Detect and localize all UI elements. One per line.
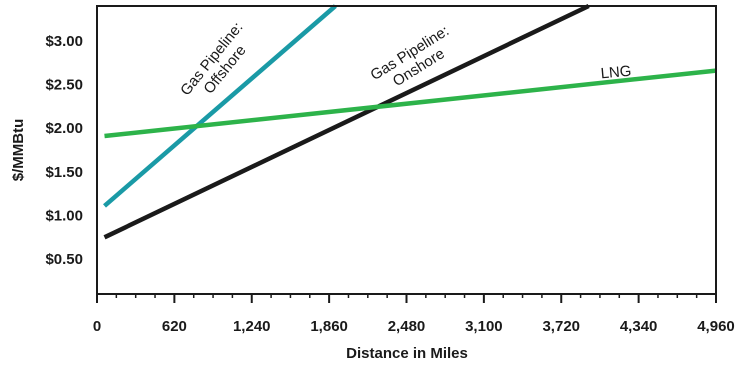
x-tick-label: 1,860 <box>310 318 348 335</box>
x-tick-label: 620 <box>162 318 187 335</box>
x-axis: 0 620 1,240 1,860 2,480 3,100 3,720 4,340 4,960 <box>93 294 735 335</box>
y-axis-title: $/MMBtu <box>10 119 27 182</box>
x-tick-label: 4,960 <box>697 318 735 335</box>
y-tick-label: $2.50 <box>45 77 83 94</box>
plot-border <box>96 5 717 294</box>
series-line-2 <box>103 3 590 240</box>
x-tick-label: 1,240 <box>233 318 271 335</box>
x-axis-title: Distance in Miles <box>346 345 468 362</box>
x-tick-label: 4,340 <box>620 318 658 335</box>
x-tick-label: 2,480 <box>388 318 426 335</box>
x-tick-label: 0 <box>93 318 101 335</box>
y-tick-label: $1.00 <box>45 207 83 224</box>
series-label-1: Gas Pipeline:Offshore <box>177 19 260 110</box>
y-tick-label: $2.00 <box>45 120 83 137</box>
series-label-3: LNG <box>600 63 632 83</box>
y-tick-label: $3.00 <box>45 33 83 50</box>
x-tick-label: 3,100 <box>465 318 503 335</box>
series-line-3 <box>104 68 717 139</box>
y-tick-label: $0.50 <box>45 251 83 268</box>
y-axis: $0.50 $1.00 $1.50 $2.00 $2.50 $3.00 <box>45 33 83 268</box>
series-layer <box>103 3 717 240</box>
y-tick-label: $1.50 <box>45 164 83 181</box>
x-tick-label: 3,720 <box>542 318 580 335</box>
series-line-1 <box>103 4 337 208</box>
